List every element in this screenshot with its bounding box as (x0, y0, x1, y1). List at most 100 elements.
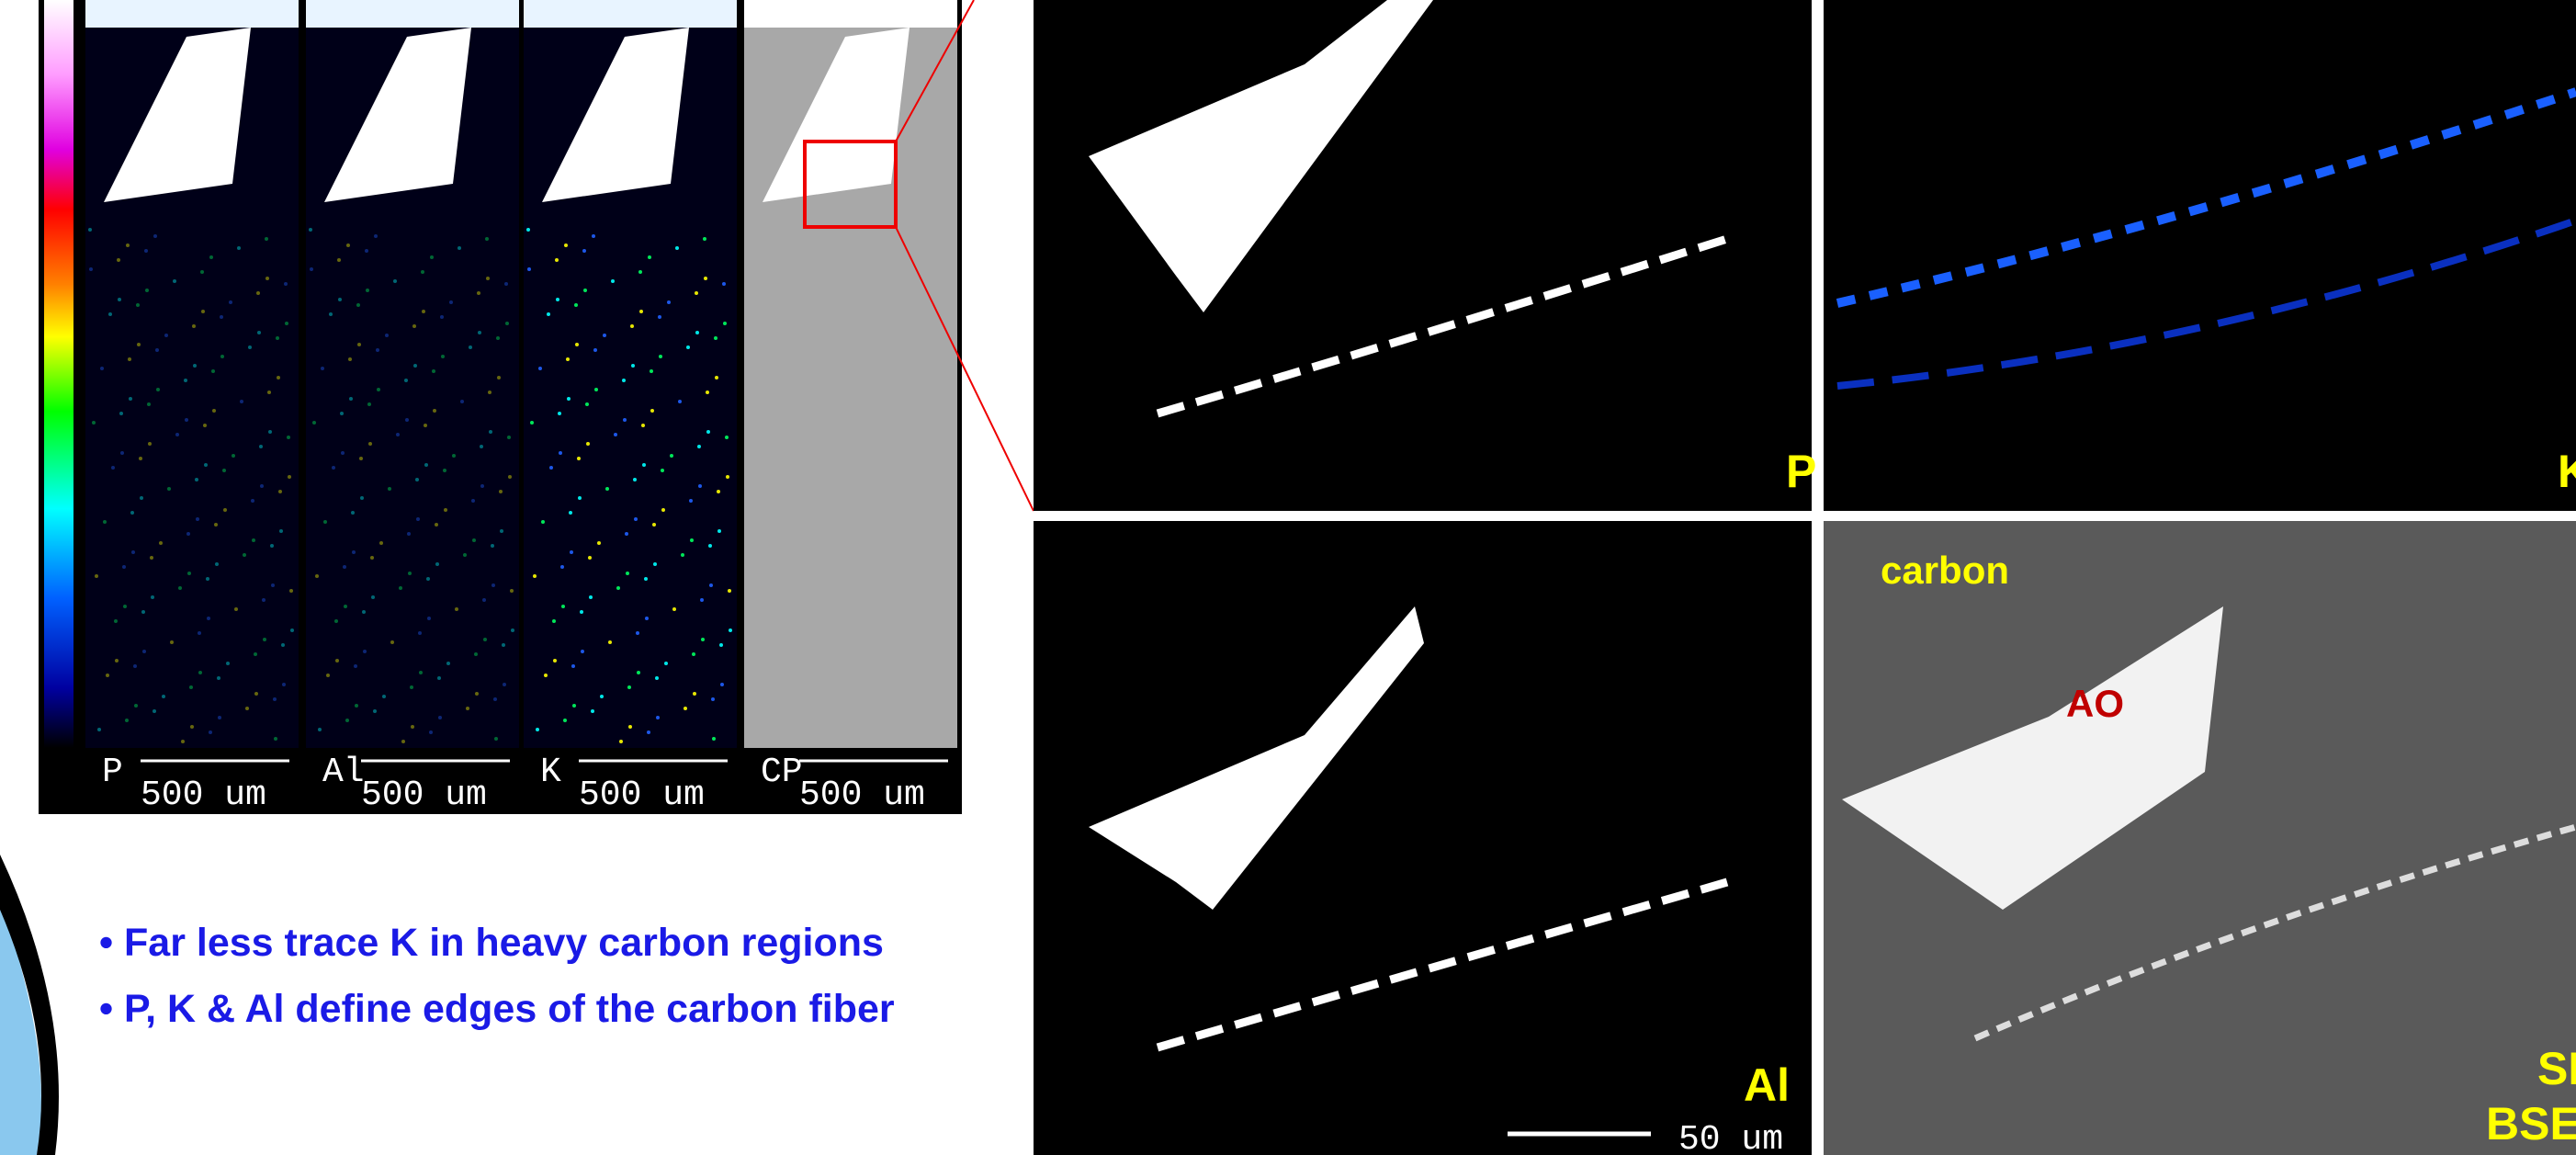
speck (185, 418, 188, 422)
speck (184, 379, 187, 382)
speck (692, 652, 695, 656)
speck (187, 572, 191, 575)
speck (583, 289, 587, 292)
speck (474, 652, 478, 656)
speck (575, 343, 579, 346)
speck (156, 388, 160, 391)
speck (407, 532, 411, 536)
speck (483, 638, 487, 641)
surface (524, 0, 737, 28)
speck (482, 598, 486, 602)
speck (341, 451, 345, 455)
speck (318, 728, 322, 731)
speck (486, 277, 490, 280)
strip-label: CP (761, 753, 803, 792)
speck (259, 445, 263, 448)
panel-label: Al (1744, 1059, 1790, 1111)
speck (627, 685, 631, 689)
speck (245, 707, 249, 710)
speck (373, 709, 377, 713)
speck (88, 228, 92, 232)
speck (279, 529, 283, 533)
bullet: • Far less trace K in heavy carbon regio… (99, 921, 884, 965)
speck (723, 322, 727, 325)
speck (251, 499, 254, 503)
speck (471, 499, 475, 503)
speck (329, 312, 333, 316)
strip-label: K (540, 753, 561, 792)
bullet-text: P, K & Al define edges of the carbon fib… (124, 987, 895, 1031)
panel-label: SE (2537, 1043, 2576, 1094)
speck (503, 683, 506, 686)
speck (374, 234, 378, 238)
speck (312, 421, 316, 425)
speck (252, 538, 255, 542)
speck (556, 298, 559, 301)
speck (541, 520, 545, 524)
speck (310, 267, 313, 271)
speck (435, 523, 438, 527)
speck (411, 725, 414, 729)
speck (148, 442, 152, 446)
scale-label: 500 um (141, 776, 266, 815)
speck (600, 695, 604, 698)
speck (701, 638, 705, 641)
speck (715, 376, 718, 379)
speck (260, 484, 264, 488)
speck (725, 436, 729, 439)
speck (511, 628, 514, 632)
speck (271, 583, 275, 587)
speck (120, 451, 124, 455)
speck (203, 424, 207, 427)
speck (140, 496, 143, 500)
speck (285, 322, 288, 325)
speck (134, 704, 138, 708)
speck (170, 640, 174, 644)
speck (209, 730, 212, 734)
speck (129, 397, 132, 401)
speck (108, 312, 112, 316)
panel-label: BSE (2486, 1098, 2576, 1149)
speck (726, 475, 729, 479)
color-bar (44, 0, 73, 748)
speck (167, 487, 171, 491)
speck (659, 355, 662, 358)
speck (441, 355, 445, 358)
speck (500, 529, 503, 533)
speck (153, 234, 157, 238)
speck (281, 643, 285, 647)
speck (273, 697, 277, 701)
speck (114, 619, 118, 623)
speck (502, 643, 505, 647)
speck (717, 529, 721, 533)
speck (667, 300, 671, 304)
speck (681, 553, 684, 557)
speck (695, 291, 698, 295)
speck (538, 367, 542, 370)
speck (689, 499, 693, 503)
speck (321, 367, 324, 370)
speck (586, 442, 590, 446)
speck (446, 662, 450, 665)
speck (578, 496, 582, 500)
speck (561, 605, 565, 608)
speck (181, 740, 185, 743)
speck (686, 345, 690, 349)
speck (477, 291, 480, 295)
speck (267, 391, 271, 394)
speck (277, 376, 280, 379)
speck (315, 574, 319, 578)
speck (626, 572, 629, 575)
speck (344, 605, 347, 608)
speck (581, 650, 584, 653)
speck (628, 725, 632, 729)
speck (190, 725, 194, 729)
speck (588, 556, 592, 560)
speck (229, 300, 232, 304)
speck (173, 279, 176, 283)
speck (223, 508, 227, 512)
speck (368, 442, 372, 446)
speck (97, 728, 101, 731)
speck (362, 610, 366, 614)
speck (566, 357, 570, 361)
